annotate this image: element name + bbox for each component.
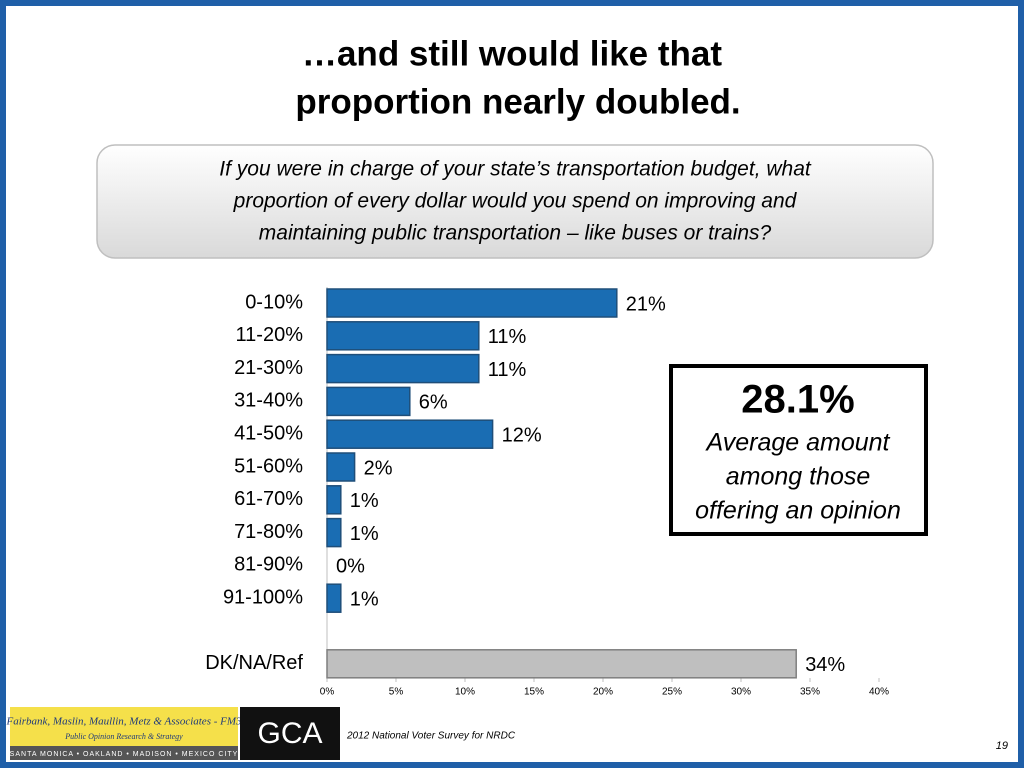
value-label: 1% <box>350 588 379 610</box>
category-label: 81-90% <box>234 554 303 576</box>
x-tick-label: 5% <box>389 687 404 698</box>
value-label: 6% <box>419 392 448 414</box>
value-label: 11% <box>488 359 527 381</box>
category-label: 41-50% <box>234 422 303 444</box>
category-label: 0-10% <box>245 291 303 313</box>
bar <box>326 353 480 384</box>
page-number: 19 <box>996 740 1008 752</box>
value-label: 0% <box>336 556 365 578</box>
value-label: 1% <box>350 490 379 512</box>
value-label: 34% <box>805 654 845 676</box>
x-tick-label: 25% <box>662 687 682 698</box>
firm-name: Fairbank, Maslin, Maullin, Metz & Associ… <box>5 716 242 728</box>
x-tick-label: 35% <box>800 687 820 698</box>
question-box <box>96 144 934 259</box>
x-tick-label: 40% <box>869 687 889 698</box>
firm-cities: SANTA MONICA • OAKLAND • MADISON • MEXIC… <box>10 751 239 758</box>
source: 2012 National Voter Survey for NRDC <box>346 731 516 742</box>
bar <box>326 485 342 515</box>
callout-box <box>669 364 928 536</box>
bar <box>326 583 342 613</box>
gca-logo-text: GCA <box>257 717 322 750</box>
title: proportion nearly doubled. <box>295 82 740 121</box>
question: If you were in charge of your state’s tr… <box>219 158 812 181</box>
firm-logo-band <box>10 746 238 760</box>
question: proportion of every dollar would you spe… <box>233 190 798 213</box>
title: …and still would like that <box>302 34 722 73</box>
bar <box>326 419 494 449</box>
category-label: 61-70% <box>234 488 303 510</box>
value-label: 11% <box>488 326 527 348</box>
callout-text: Average amount <box>705 429 891 457</box>
callout-text: among those <box>726 463 871 491</box>
gca-logo <box>240 707 340 760</box>
category-label: 31-40% <box>234 390 303 412</box>
category-label: 11-20% <box>236 324 304 346</box>
bar <box>326 452 356 482</box>
bar <box>326 649 797 679</box>
x-tick-label: 15% <box>524 687 544 698</box>
value-label: 12% <box>502 424 542 446</box>
category-label: 21-30% <box>234 357 303 379</box>
question: maintaining public transportation – like… <box>259 222 772 245</box>
x-tick-label: 20% <box>593 687 613 698</box>
x-tick-label: 0% <box>320 687 335 698</box>
category-label: 71-80% <box>234 521 303 543</box>
category-label: DK/NA/Ref <box>205 652 303 674</box>
x-tick-label: 10% <box>455 687 475 698</box>
bar <box>326 288 618 318</box>
x-tick-label: 30% <box>731 687 751 698</box>
category-label: 51-60% <box>234 455 303 477</box>
value-label: 2% <box>364 457 393 479</box>
bar <box>326 386 411 417</box>
callout-value: 28.1% <box>741 378 854 422</box>
value-label: 21% <box>626 293 666 315</box>
value-label: 1% <box>350 523 379 545</box>
callout-text: offering an opinion <box>695 497 901 525</box>
bar <box>326 321 480 351</box>
bar <box>326 517 342 548</box>
firm-tagline: Public Opinion Research & Strategy <box>64 732 183 741</box>
category-label: 91-100% <box>223 586 303 608</box>
